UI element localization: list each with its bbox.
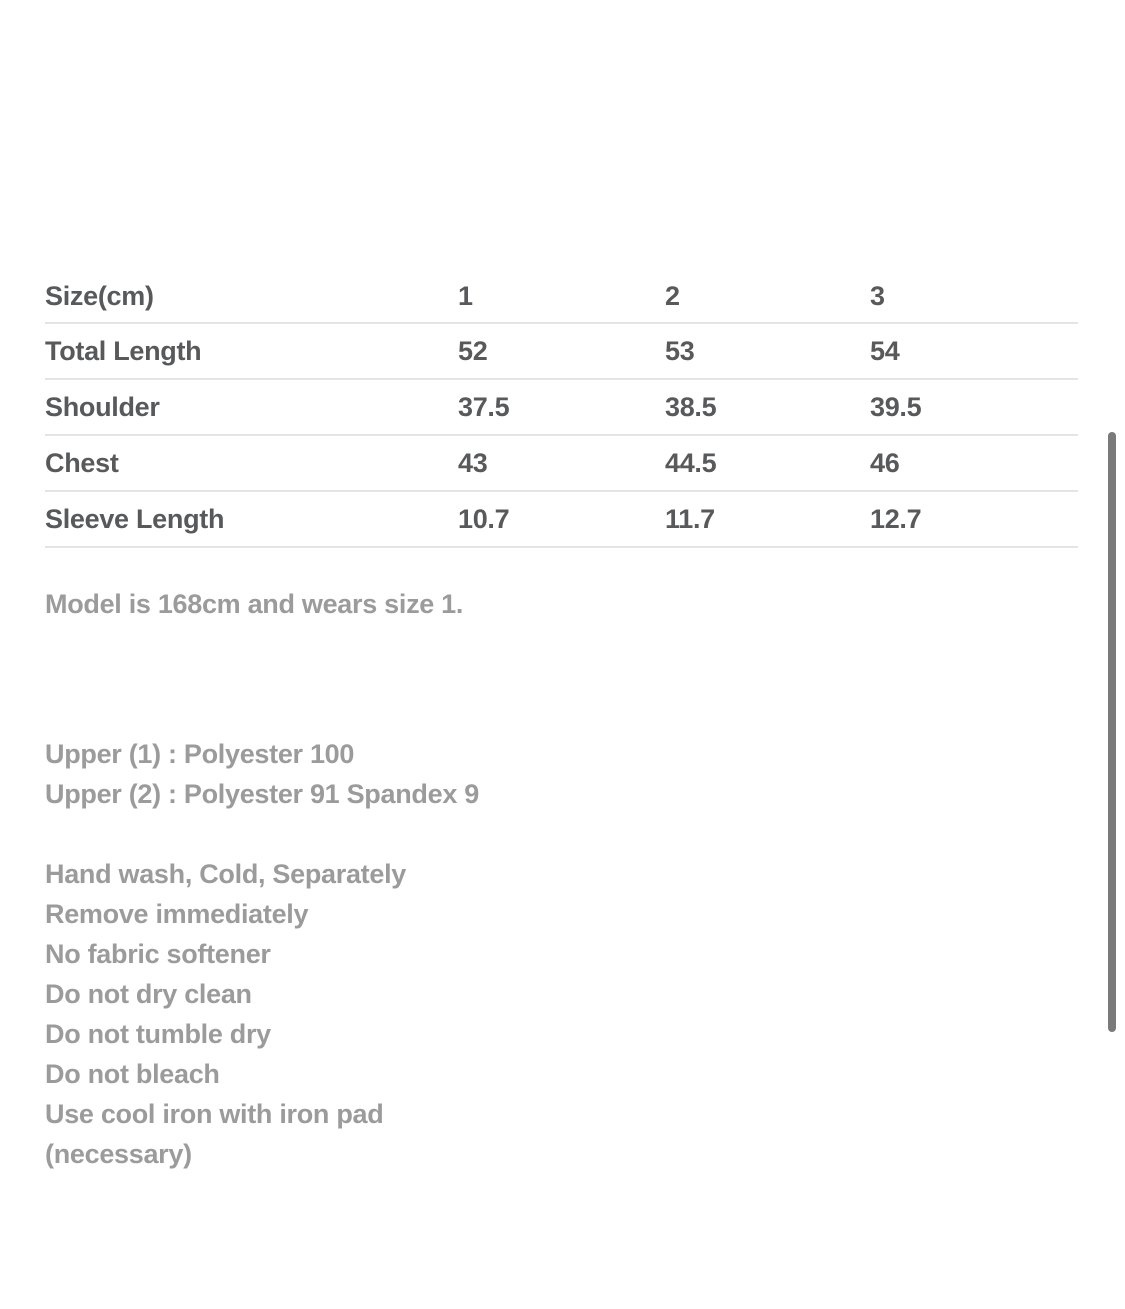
- care-line-hand-wash: Hand wash, Cold, Separately: [45, 859, 407, 889]
- table-row: Shoulder 37.5 38.5 39.5: [45, 379, 1078, 436]
- cell-sleeve-length-size-1: 10.7: [458, 491, 665, 548]
- cell-chest-size-2: 44.5: [665, 435, 870, 492]
- scrollbar-thumb[interactable]: [1108, 432, 1116, 1032]
- material-line-upper-1: Upper (1) : Polyester 100: [45, 739, 355, 769]
- cell-total-length-size-1: 52: [458, 323, 665, 380]
- cell-sleeve-length-size-3: 12.7: [870, 491, 1078, 548]
- cell-total-length-size-3: 54: [870, 323, 1078, 380]
- model-note: Model is 168cm and wears size 1.: [45, 584, 1078, 624]
- vertical-scrollbar[interactable]: [1103, 0, 1125, 1309]
- column-header-size-3: 3: [870, 270, 1078, 324]
- section-spacer: [45, 814, 1078, 854]
- cell-shoulder-size-3: 39.5: [870, 379, 1078, 436]
- row-label-sleeve-length: Sleeve Length: [45, 491, 458, 548]
- care-line-no-fabric-softener: No fabric softener: [45, 939, 271, 969]
- product-details-content: Size(cm) 1 2 3 Total Length 52 53 54 Sho…: [45, 270, 1078, 1174]
- model-note-line: Model is 168cm and wears size 1.: [45, 589, 464, 619]
- size-chart-table: Size(cm) 1 2 3 Total Length 52 53 54 Sho…: [45, 270, 1078, 548]
- cell-shoulder-size-1: 37.5: [458, 379, 665, 436]
- row-label-chest: Chest: [45, 435, 458, 492]
- row-label-total-length: Total Length: [45, 323, 458, 380]
- care-line-no-bleach: Do not bleach: [45, 1059, 220, 1089]
- size-chart-header: Size(cm) 1 2 3: [45, 270, 1078, 324]
- cell-chest-size-3: 46: [870, 435, 1078, 492]
- care-line-no-dry-clean: Do not dry clean: [45, 979, 252, 1009]
- column-header-size-2: 2: [665, 270, 870, 324]
- size-chart-body: Total Length 52 53 54 Shoulder 37.5 38.5…: [45, 323, 1078, 548]
- cell-chest-size-1: 43: [458, 435, 665, 492]
- table-row: Total Length 52 53 54: [45, 323, 1078, 380]
- cell-shoulder-size-2: 38.5: [665, 379, 870, 436]
- material-line-upper-2: Upper (2) : Polyester 91 Spandex 9: [45, 779, 479, 809]
- care-line-no-tumble-dry: Do not tumble dry: [45, 1019, 271, 1049]
- column-header-measurement: Size(cm): [45, 270, 458, 324]
- row-label-shoulder: Shoulder: [45, 379, 458, 436]
- care-instructions: Hand wash, Cold, Separately Remove immed…: [45, 854, 1078, 1174]
- table-header-row: Size(cm) 1 2 3: [45, 270, 1078, 324]
- section-spacer: [45, 624, 1078, 734]
- material-composition: Upper (1) : Polyester 100 Upper (2) : Po…: [45, 734, 1078, 814]
- table-row: Chest 43 44.5 46: [45, 435, 1078, 492]
- table-row: Sleeve Length 10.7 11.7 12.7: [45, 491, 1078, 548]
- cell-total-length-size-2: 53: [665, 323, 870, 380]
- care-line-remove-immediately: Remove immediately: [45, 899, 309, 929]
- care-line-cool-iron: Use cool iron with iron pad: [45, 1099, 384, 1129]
- column-header-size-1: 1: [458, 270, 665, 324]
- cell-sleeve-length-size-2: 11.7: [665, 491, 870, 548]
- care-line-necessary: (necessary): [45, 1139, 192, 1169]
